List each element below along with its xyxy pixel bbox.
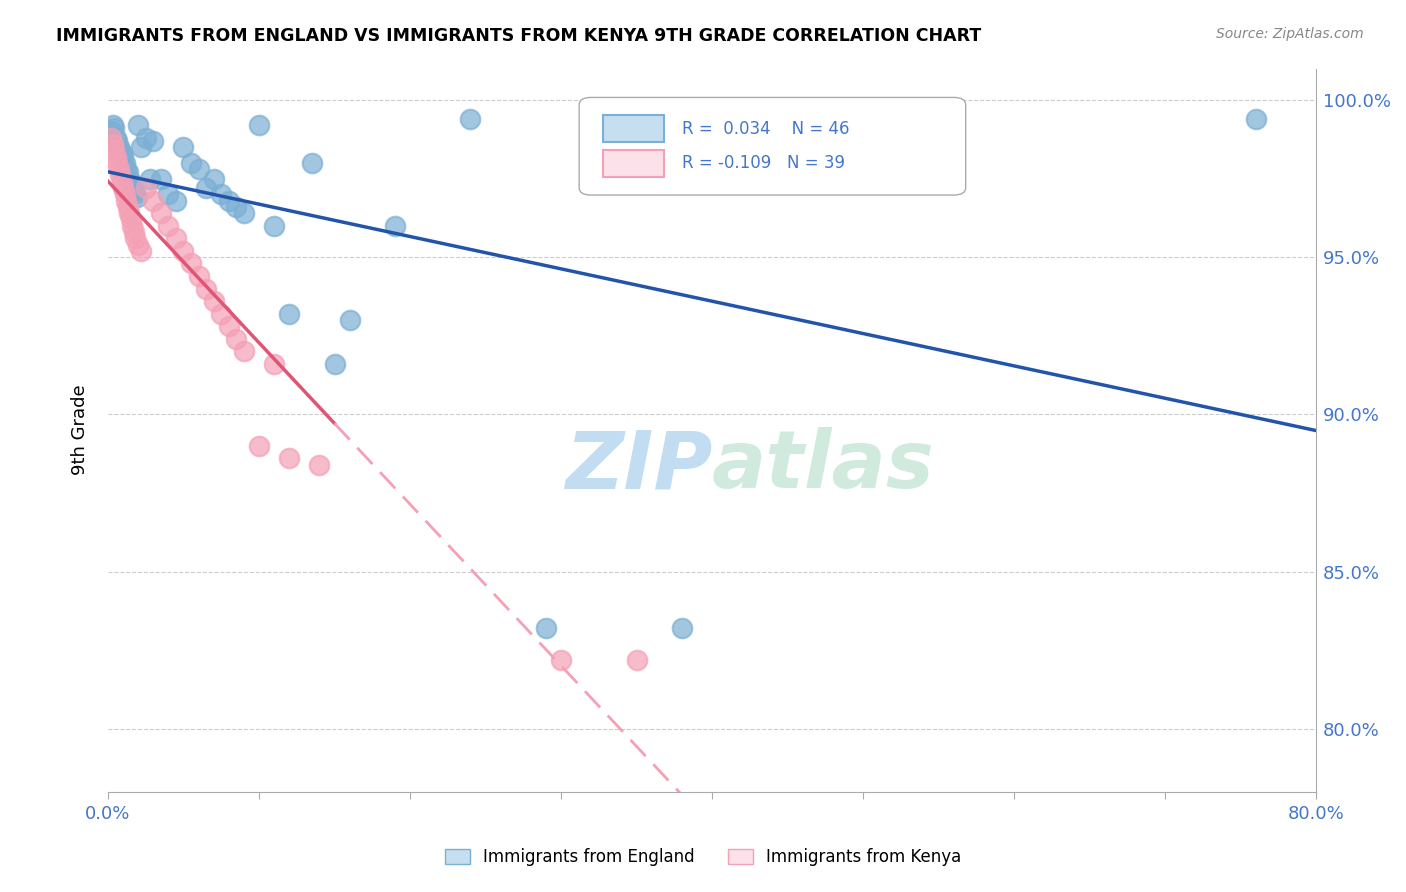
Point	[263, 357, 285, 371]
Point	[149, 206, 172, 220]
Point	[124, 231, 146, 245]
Point	[142, 194, 165, 208]
Point	[173, 140, 195, 154]
Point	[263, 219, 285, 233]
Point	[202, 294, 225, 309]
Point	[115, 162, 138, 177]
Point	[278, 451, 301, 466]
Point	[122, 184, 145, 198]
Point	[301, 156, 323, 170]
Point	[278, 307, 301, 321]
Y-axis label: 9th Grade: 9th Grade	[72, 384, 89, 475]
Point	[103, 121, 125, 136]
Point	[209, 307, 232, 321]
Point	[173, 244, 195, 258]
Text: IMMIGRANTS FROM ENGLAND VS IMMIGRANTS FROM KENYA 9TH GRADE CORRELATION CHART: IMMIGRANTS FROM ENGLAND VS IMMIGRANTS FR…	[56, 27, 981, 45]
Point	[142, 134, 165, 148]
Point	[339, 313, 361, 327]
Point	[129, 244, 152, 258]
Point	[105, 156, 128, 170]
Point	[114, 156, 136, 170]
FancyBboxPatch shape	[579, 97, 966, 195]
Point	[127, 118, 149, 132]
Point	[121, 181, 143, 195]
Point	[157, 187, 180, 202]
Point	[101, 136, 124, 151]
Point	[218, 319, 240, 334]
Point	[103, 143, 125, 157]
Point	[122, 225, 145, 239]
Point	[135, 181, 157, 195]
Point	[323, 357, 346, 371]
Point	[118, 206, 141, 220]
Point	[107, 140, 129, 154]
Point	[1244, 112, 1267, 126]
Point	[112, 181, 135, 195]
Point	[225, 200, 247, 214]
Point	[117, 200, 139, 214]
Point	[187, 162, 209, 177]
Point	[110, 146, 132, 161]
Point	[157, 219, 180, 233]
Point	[101, 118, 124, 132]
Point	[149, 171, 172, 186]
Point	[218, 194, 240, 208]
Point	[110, 175, 132, 189]
Point	[114, 187, 136, 202]
Point	[108, 169, 131, 183]
Point	[104, 130, 127, 145]
Point	[384, 219, 406, 233]
Point	[118, 171, 141, 186]
Point	[187, 268, 209, 283]
Point	[460, 112, 482, 126]
Point	[195, 181, 218, 195]
Point	[202, 171, 225, 186]
Text: ZIP: ZIP	[565, 427, 711, 505]
Point	[135, 130, 157, 145]
Text: R =  0.034    N = 46: R = 0.034 N = 46	[682, 120, 849, 137]
Point	[104, 150, 127, 164]
Point	[125, 190, 148, 204]
Point	[232, 206, 254, 220]
Bar	[603, 115, 664, 142]
Point	[139, 171, 162, 186]
Text: Source: ZipAtlas.com: Source: ZipAtlas.com	[1216, 27, 1364, 41]
Point	[107, 162, 129, 177]
Point	[112, 150, 135, 164]
Point	[120, 175, 142, 189]
Legend: Immigrants from England, Immigrants from Kenya: Immigrants from England, Immigrants from…	[436, 840, 970, 875]
Point	[108, 143, 131, 157]
Point	[308, 458, 330, 472]
Point	[534, 621, 557, 635]
Point	[180, 256, 202, 270]
Text: atlas: atlas	[711, 427, 935, 505]
Point	[550, 652, 572, 666]
Point	[124, 187, 146, 202]
Point	[247, 118, 270, 132]
Point	[626, 652, 648, 666]
Point	[120, 212, 142, 227]
Point	[232, 344, 254, 359]
Point	[225, 332, 247, 346]
Point	[129, 140, 152, 154]
Point	[105, 134, 128, 148]
Bar	[603, 150, 664, 177]
Point	[115, 194, 138, 208]
Point	[209, 187, 232, 202]
Point	[117, 165, 139, 179]
Point	[165, 231, 187, 245]
Point	[195, 282, 218, 296]
Point	[180, 156, 202, 170]
Point	[100, 124, 122, 138]
Point	[165, 194, 187, 208]
Point	[127, 237, 149, 252]
Point	[671, 621, 693, 635]
Point	[121, 219, 143, 233]
Text: R = -0.109   N = 39: R = -0.109 N = 39	[682, 154, 845, 172]
Point	[100, 130, 122, 145]
Point	[247, 439, 270, 453]
